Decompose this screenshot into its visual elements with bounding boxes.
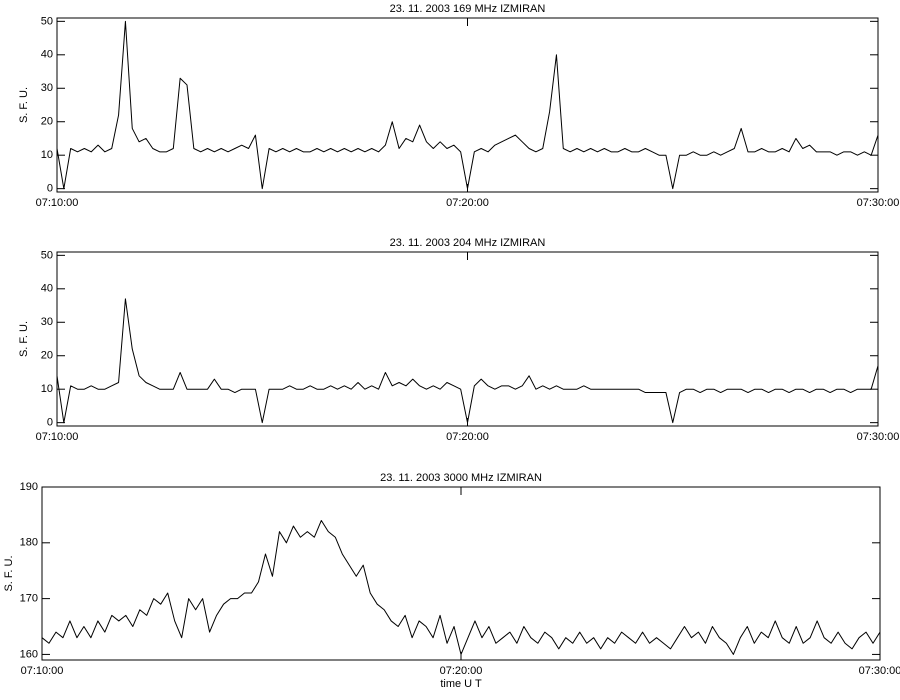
x-tick-label: 07:20:00	[446, 431, 489, 443]
x-tick-label: 07:30:00	[857, 431, 900, 443]
y-tick-label: 50	[41, 15, 53, 27]
y-tick-label: 40	[41, 283, 53, 295]
x-tick-label: 07:20:00	[446, 197, 489, 209]
x-tick-label: 07:10:00	[36, 431, 79, 443]
x-tick-label: 07:10:00	[36, 197, 79, 209]
y-tick-label: 170	[20, 593, 38, 605]
chart-title: 23. 11. 2003 204 MHz IZMIRAN	[390, 237, 546, 249]
plot-frame	[56, 251, 879, 427]
plot-frame	[41, 486, 881, 661]
y-tick-label: 30	[41, 316, 53, 328]
data-line	[56, 20, 879, 190]
x-tick-label: 07:30:00	[859, 665, 900, 677]
y-tick-label: 160	[20, 648, 38, 660]
chart-title: 23. 11. 2003 3000 MHz IZMIRAN	[380, 472, 542, 484]
y-tick-label: 30	[41, 82, 53, 94]
y-tick-label: 10	[41, 149, 53, 161]
x-axis-label: time U T	[440, 678, 482, 690]
x-tick-label: 07:20:00	[440, 665, 483, 677]
y-tick-label: 40	[41, 49, 53, 61]
y-axis-label: S. F. U.	[18, 87, 30, 123]
y-axis-label: S. F. U.	[3, 555, 15, 591]
chart-title: 23. 11. 2003 169 MHz IZMIRAN	[390, 3, 546, 15]
y-tick-label: 20	[41, 116, 53, 128]
y-tick-label: 20	[41, 350, 53, 362]
y-tick-label: 10	[41, 383, 53, 395]
x-tick-label: 07:10:00	[21, 665, 64, 677]
plot-frame	[56, 17, 879, 193]
y-axis-label: S. F. U.	[18, 321, 30, 357]
y-tick-label: 180	[20, 537, 38, 549]
y-tick-label: 50	[41, 249, 53, 261]
y-tick-label: 190	[20, 481, 38, 493]
x-tick-label: 07:30:00	[857, 197, 900, 209]
y-tick-label: 0	[47, 183, 53, 195]
y-tick-label: 0	[47, 417, 53, 429]
data-line	[56, 298, 879, 424]
data-line	[41, 519, 881, 655]
